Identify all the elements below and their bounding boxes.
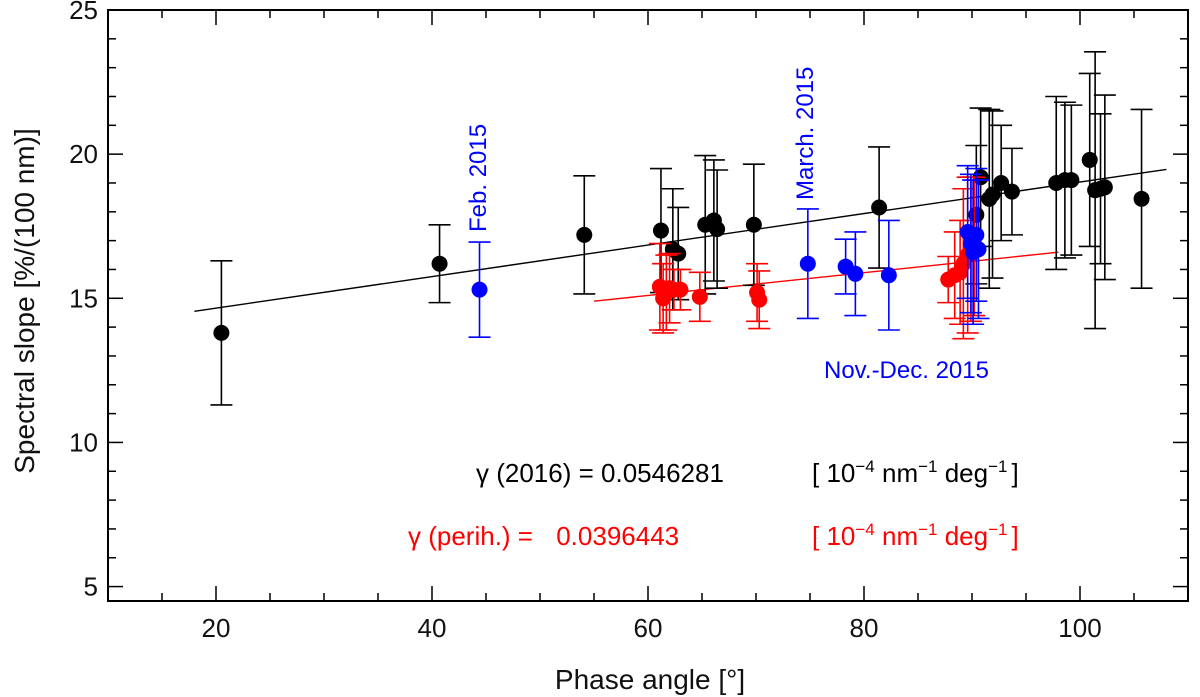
- formula-2016-units: [ 10−4 nm−1 deg−1]: [812, 457, 1019, 488]
- data-point-perihelion-6: [691, 288, 708, 305]
- y-tick-label: 5: [84, 572, 98, 602]
- formula-2016: γ (2016) = 0.0546281: [476, 458, 724, 488]
- annotation-nov-dec-2015: Nov.-Dec. 2015: [824, 357, 989, 384]
- data-point-2016-10: [871, 199, 888, 216]
- data-point-2016-20: [1081, 151, 1098, 168]
- plot-frame: [107, 9, 1189, 602]
- formula-2016-value: 0.0546281: [601, 458, 724, 488]
- formula-perih-label: (perih.) =: [421, 521, 540, 551]
- data-point-2016-15: [993, 174, 1010, 191]
- formula-2016-label: (2016) =: [489, 458, 601, 488]
- data-point-2016-14: [984, 186, 1001, 203]
- data-point-2016-23: [1096, 179, 1113, 196]
- data-point-2016-1: [431, 255, 448, 272]
- y-axis-title: Spectral slope [%/(100 nm)]: [9, 128, 40, 474]
- series-perihelion: [648, 176, 986, 340]
- data-point-2016-0: [213, 324, 230, 341]
- data-point-2016-19: [1063, 172, 1080, 189]
- x-tick-label: 60: [634, 613, 663, 643]
- formula-perih: γ (perih.) = 0.0396443: [408, 521, 679, 551]
- y-tick-label: 20: [69, 139, 98, 169]
- axes-layer: 20 40 60 80 100 5 10 15 20 25: [69, 0, 1189, 643]
- y-tick-label: 25: [69, 0, 98, 25]
- x-tick-label: 100: [1058, 613, 1101, 643]
- formula-perih-value: 0.0396443: [556, 521, 679, 551]
- data-point-2016-9: [745, 216, 762, 233]
- formula-perih-gamma: γ: [408, 521, 421, 551]
- series-2015: [468, 164, 990, 339]
- data-point-2015-9: [970, 241, 987, 258]
- formula-perih-units: [ 10−4 nm−1 deg−1]: [812, 520, 1019, 551]
- plot-layer: [194, 51, 1167, 406]
- data-point-perihelion-5: [672, 281, 689, 298]
- data-point-2016-3: [652, 222, 669, 239]
- data-point-2015-1: [799, 255, 816, 272]
- data-point-2015-4: [880, 267, 897, 284]
- y-tick-label: 10: [69, 427, 98, 457]
- data-point-2015-8: [968, 226, 985, 243]
- annotation-feb-2015: Feb. 2015: [465, 124, 492, 232]
- x-tick-label: 20: [202, 613, 231, 643]
- data-point-perihelion-8: [751, 291, 768, 308]
- data-point-2016-16: [1003, 183, 1020, 200]
- y-tick-label: 15: [69, 283, 98, 313]
- data-point-2015-0: [471, 281, 488, 298]
- x-axis-title: Phase angle [°]: [555, 664, 745, 695]
- data-point-2015-3: [847, 265, 864, 282]
- data-point-2016-24: [1133, 190, 1150, 207]
- x-tick-label: 40: [418, 613, 447, 643]
- annotation-march-2015: March. 2015: [792, 67, 819, 200]
- x-tick-label: 80: [850, 613, 879, 643]
- data-point-2016-8: [709, 221, 726, 238]
- series-2016: [210, 51, 1153, 406]
- formula-2016-gamma: γ: [476, 458, 489, 488]
- data-point-2016-2: [576, 226, 593, 243]
